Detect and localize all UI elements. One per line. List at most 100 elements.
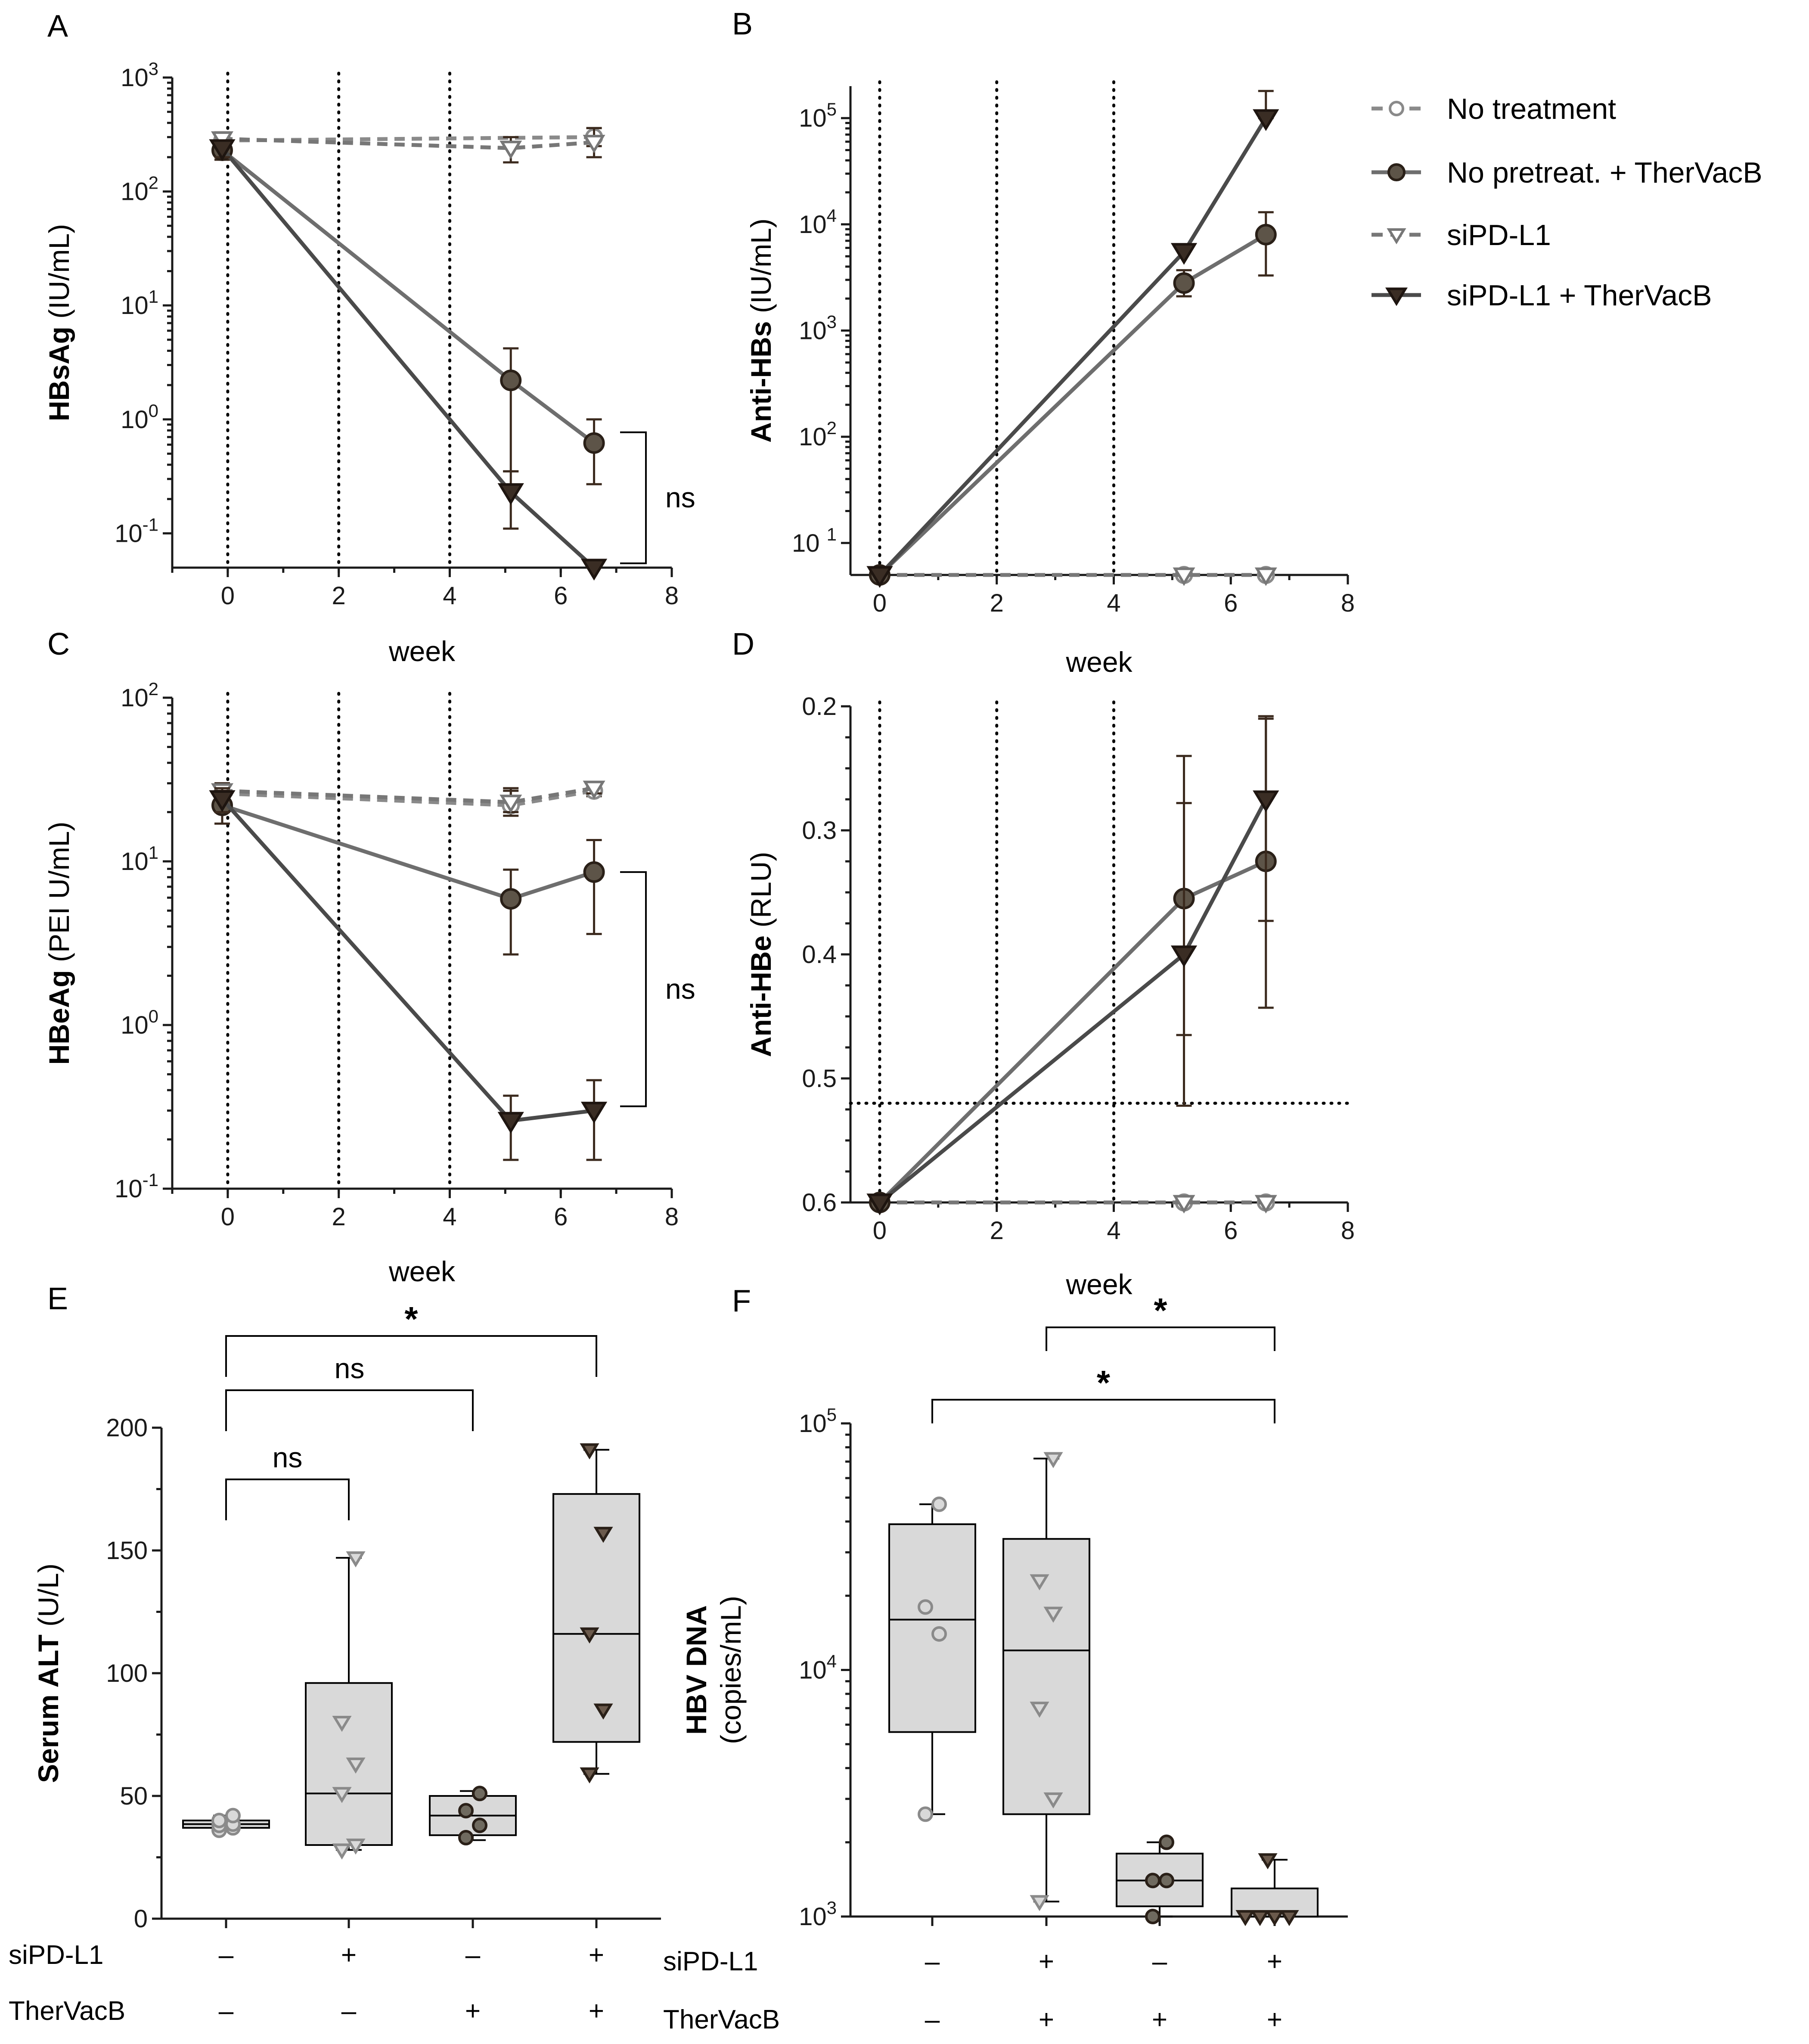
series-sipd-l1-thervacb bbox=[866, 715, 1279, 1215]
data-point bbox=[1255, 224, 1277, 245]
x-tick-label: 8 bbox=[1341, 1217, 1355, 1245]
data-point bbox=[1173, 272, 1195, 294]
y-label-main: HBeAg bbox=[43, 970, 75, 1065]
data-point bbox=[500, 370, 522, 391]
data-point bbox=[1030, 1702, 1049, 1718]
x-axis-label: week bbox=[388, 635, 456, 667]
data-point bbox=[500, 140, 522, 159]
x-tick-label: 4 bbox=[1107, 1217, 1120, 1245]
series-sipd-l1-thervacb bbox=[866, 90, 1279, 588]
y-label-unit: (IU/mL) bbox=[745, 218, 777, 321]
series-no-treatment bbox=[213, 127, 603, 150]
data-point bbox=[209, 790, 236, 812]
tick-exponent: 1 bbox=[149, 286, 158, 307]
box bbox=[305, 1682, 393, 1846]
sipd-condition: – bbox=[925, 1947, 940, 1976]
legend-label: No pretreat. + TherVacB bbox=[1447, 156, 1762, 189]
significance-label: ns bbox=[665, 973, 695, 1005]
series-line bbox=[878, 117, 1268, 577]
data-point bbox=[580, 1102, 608, 1124]
legend-marker bbox=[1387, 228, 1406, 245]
box-group-2 bbox=[305, 1551, 393, 1860]
y-label-main: Anti-HBs bbox=[745, 321, 777, 443]
data-point bbox=[1254, 567, 1277, 586]
thervacb-condition: + bbox=[589, 1996, 604, 2026]
data-point bbox=[918, 1599, 933, 1615]
data-point bbox=[580, 559, 608, 581]
y-label-unit: (IU/mL) bbox=[43, 224, 75, 326]
legend-marker bbox=[1385, 287, 1408, 306]
tick-exponent: 4 bbox=[827, 1651, 837, 1671]
data-point bbox=[346, 1551, 366, 1568]
significance-bracket bbox=[620, 431, 647, 564]
data-point bbox=[332, 1843, 352, 1860]
box bbox=[552, 1493, 640, 1743]
y-tick-label: 101 bbox=[121, 842, 158, 876]
data-point bbox=[472, 1786, 487, 1802]
box-group-1 bbox=[888, 1496, 976, 1822]
tick-exponent: 1 bbox=[827, 524, 837, 544]
comparison-bracket bbox=[225, 1335, 597, 1377]
data-point bbox=[580, 1627, 599, 1644]
tick-base: 10 bbox=[799, 104, 827, 132]
y-axis-label: HBV DNA bbox=[680, 1605, 712, 1735]
tick-base: 10 bbox=[121, 64, 149, 92]
y-tick-label: 0.3 bbox=[802, 817, 837, 845]
data-point bbox=[1145, 1909, 1160, 1924]
tick-base: 10 bbox=[115, 519, 143, 547]
thervacb-condition: – bbox=[925, 2005, 940, 2035]
data-point bbox=[1030, 1895, 1049, 1911]
significance-bracket bbox=[620, 871, 647, 1107]
y-tick-label: 102 bbox=[121, 173, 158, 206]
thervacb-condition: – bbox=[219, 1996, 234, 2026]
series-sipd-l1 bbox=[211, 780, 605, 814]
tick-exponent: -1 bbox=[143, 514, 158, 534]
data-point bbox=[1253, 109, 1279, 131]
thervacb-condition: + bbox=[1152, 2005, 1167, 2035]
condition-row-label: TherVacB bbox=[663, 2005, 780, 2035]
data-point bbox=[332, 1716, 352, 1732]
data-point bbox=[1265, 1910, 1285, 1926]
sipd-condition: + bbox=[589, 1940, 604, 1970]
y-axis-label: Anti-HBe (RLU) bbox=[745, 852, 777, 1057]
data-point bbox=[1170, 945, 1198, 967]
box-group-3 bbox=[1116, 1834, 1204, 1924]
series-line bbox=[222, 786, 595, 805]
y-label-main: Anti-HBe bbox=[745, 935, 777, 1057]
series-line bbox=[220, 798, 595, 1123]
y-tick-label: 102 bbox=[799, 418, 837, 451]
x-tick-label: 0 bbox=[873, 1217, 887, 1245]
data-point bbox=[593, 1527, 613, 1543]
data-point bbox=[593, 1703, 613, 1720]
tick-base: 10 bbox=[121, 406, 149, 434]
tick-exponent: 0 bbox=[149, 1006, 158, 1026]
data-point bbox=[225, 1808, 241, 1823]
y-tick-label: 10-1 bbox=[115, 514, 158, 547]
comparison-bracket bbox=[931, 1399, 1275, 1423]
x-tick-label: 4 bbox=[1107, 589, 1120, 617]
y-tick-label: 103 bbox=[121, 59, 158, 92]
tick-base: 10 bbox=[799, 1903, 827, 1931]
sipd-condition: – bbox=[465, 1940, 481, 1970]
condition-row-label: siPD-L1 bbox=[9, 1940, 104, 1970]
box-group-2 bbox=[1002, 1452, 1090, 1911]
series-line bbox=[220, 147, 596, 569]
data-point bbox=[458, 1830, 474, 1845]
y-tick-label: 0 bbox=[134, 1905, 148, 1933]
data-point bbox=[497, 1112, 524, 1134]
y-tick-label: 0.5 bbox=[802, 1065, 837, 1093]
y-tick-label: 0.2 bbox=[802, 693, 837, 721]
x-tick-label: 4 bbox=[443, 582, 456, 610]
tick-base: 10 bbox=[121, 848, 149, 876]
tick-exponent: 5 bbox=[827, 1404, 837, 1425]
y-label-unit: (PEI U/mL) bbox=[43, 822, 75, 970]
panel-letter: A bbox=[47, 9, 68, 43]
comparison-bracket bbox=[1046, 1326, 1275, 1351]
comparison-label: * bbox=[1154, 1291, 1167, 1330]
y-tick-label: 103 bbox=[799, 1898, 837, 1931]
data-point bbox=[1043, 1792, 1063, 1809]
x-tick-label: 2 bbox=[990, 589, 1004, 617]
comparison-label: ns bbox=[273, 1441, 303, 1473]
tick-exponent: 4 bbox=[827, 205, 837, 226]
